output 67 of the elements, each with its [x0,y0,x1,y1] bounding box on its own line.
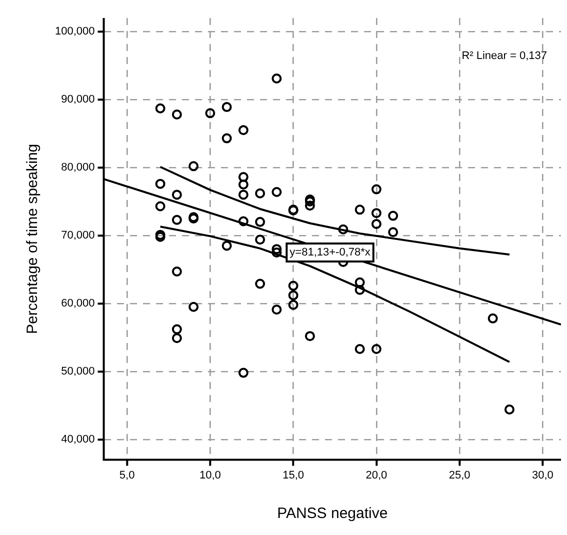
point [338,224,348,234]
point [188,161,199,172]
y-tick-label: 80,000 [61,162,95,174]
point [304,194,315,204]
point [371,344,382,354]
y-tick-label: 40,000 [61,433,95,446]
point [272,187,282,197]
point [354,277,365,288]
point [172,324,182,334]
point [188,302,199,312]
x-tick-label: 25,0 [448,469,470,482]
point [238,368,248,378]
point [488,313,498,324]
point [172,110,182,120]
point [304,196,315,207]
point [504,404,514,415]
point [288,300,298,310]
point [155,103,166,114]
point [388,210,398,221]
y-tick-label: 60,000 [61,298,95,310]
point [255,188,266,198]
point [255,234,266,245]
point [272,244,282,254]
point [238,216,248,226]
point [288,290,298,300]
point [371,218,382,229]
point [272,304,282,315]
point [238,125,248,136]
point [238,172,248,182]
y-tick-label: 50,000 [61,365,95,378]
point [371,184,382,194]
point [272,73,282,84]
point [354,344,365,354]
x-axis-title: PANSS negative [277,505,388,522]
point [222,133,232,144]
point [155,201,166,212]
x-tick-label: 30,0 [532,469,554,482]
point [304,331,315,342]
point [172,214,182,225]
point [205,108,216,118]
x-tick-label: 15,0 [282,469,304,482]
x-tick-label: 10,0 [199,469,221,482]
point [388,227,398,238]
x-tick-label: 20,0 [366,469,388,482]
point [172,333,182,344]
point [222,240,232,251]
y-tick-label: 90,000 [61,94,95,106]
point [288,280,298,291]
point [354,284,365,295]
point [371,208,382,218]
x-tick-label: 5,0 [119,469,135,482]
point [222,102,232,112]
point [354,204,365,215]
point [304,200,315,211]
y-tick-label: 70,000 [61,230,95,242]
point [155,178,166,189]
point [272,247,282,258]
point [238,190,248,200]
point [238,180,248,190]
point [172,266,182,277]
point [255,278,266,289]
annotation: y=81,13+-0,78*x [290,246,371,259]
point [255,216,266,227]
point [172,190,182,200]
y-tick-label: 100,000 [54,26,95,38]
annotation: R² Linear = 0,137 [462,50,547,62]
y-axis-title: Percentage of time speaking [24,144,42,334]
